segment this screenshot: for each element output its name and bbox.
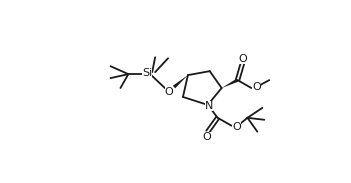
- Polygon shape: [221, 79, 238, 88]
- Text: Si: Si: [142, 68, 152, 78]
- Text: N: N: [205, 101, 213, 111]
- Text: O: O: [165, 87, 173, 97]
- Text: O: O: [203, 132, 211, 142]
- Text: O: O: [232, 122, 241, 132]
- Text: O: O: [238, 54, 247, 64]
- Text: O: O: [252, 82, 261, 92]
- Polygon shape: [173, 75, 188, 88]
